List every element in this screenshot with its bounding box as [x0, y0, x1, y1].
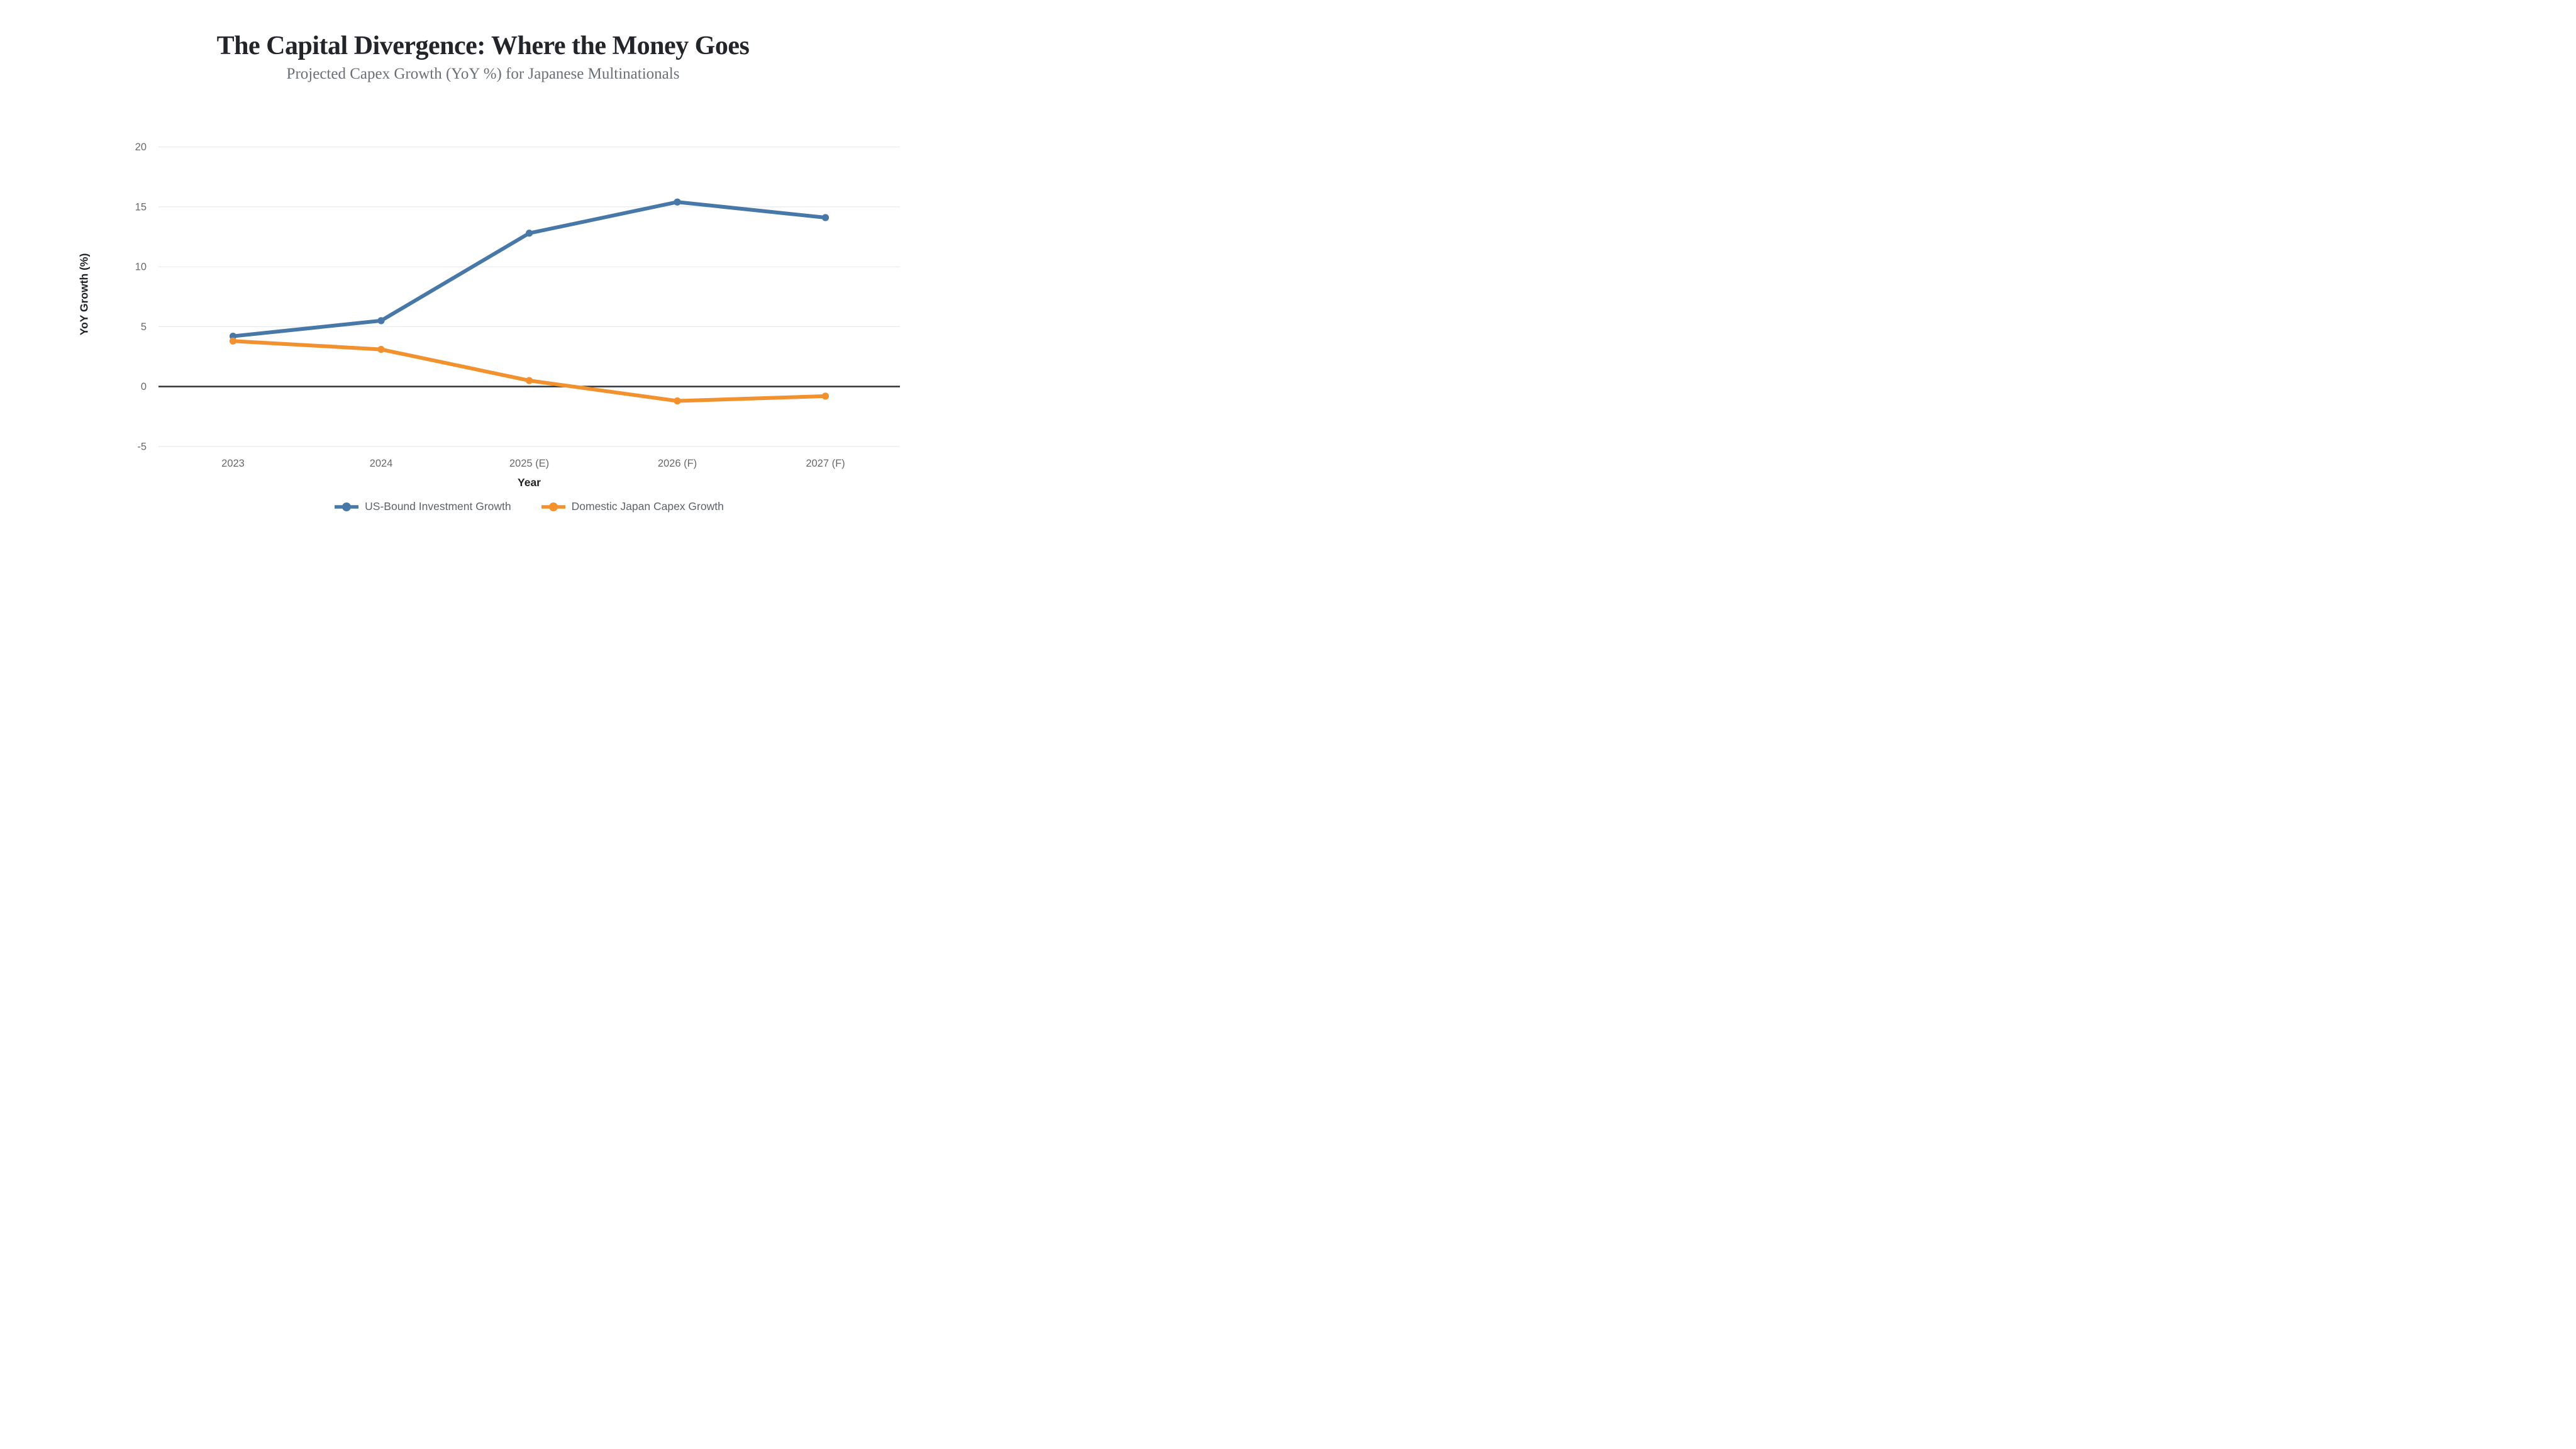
- line-chart-plot-area: 20 15 10 5 0 -5 2023 2024 2025 (E) 2026 (F) 2027 (…: [135, 142, 900, 469]
- x-tick-label: 2023: [221, 458, 245, 469]
- chart-subtitle: Projected Capex Growth (YoY %) for Japan…: [286, 65, 680, 82]
- chart-page: The Capital Divergence: Where the Money …: [0, 0, 966, 543]
- y-tick-label: 20: [135, 142, 147, 153]
- data-point: [525, 230, 533, 237]
- legend-marker-icon: [541, 502, 565, 511]
- data-point: [674, 198, 681, 206]
- x-axis-title: Year: [518, 476, 541, 489]
- legend-item-1[interactable]: Domestic Japan Capex Growth: [541, 500, 724, 513]
- chart-legend: US-Bound Investment Growth Domestic Japan…: [158, 500, 900, 513]
- data-point: [377, 317, 385, 325]
- data-point: [377, 345, 385, 353]
- data-point: [674, 397, 681, 405]
- series-line-1: [231, 339, 828, 403]
- x-tick-label: 2026 (F): [658, 458, 697, 469]
- x-tick-label: 2025 (E): [509, 458, 549, 469]
- data-point: [525, 377, 533, 384]
- legend-label: US-Bound Investment Growth: [365, 500, 511, 513]
- data-point: [821, 214, 830, 221]
- legend-label: Domestic Japan Capex Growth: [571, 500, 724, 513]
- y-tick-label: 0: [141, 381, 147, 392]
- legend-marker-icon: [335, 502, 359, 511]
- y-tick-label: -5: [137, 441, 147, 452]
- y-tick-label: 10: [135, 262, 147, 273]
- legend-dot-icon: [548, 502, 558, 511]
- data-point: [821, 392, 830, 400]
- y-tick-label: 15: [135, 201, 147, 213]
- data-point: [229, 337, 237, 345]
- y-axis-title: YoY Growth (%): [77, 253, 91, 336]
- x-tick-label: 2027 (F): [806, 458, 845, 469]
- legend-dot-icon: [342, 502, 352, 511]
- legend-item-0[interactable]: US-Bound Investment Growth: [335, 500, 511, 513]
- series-line-0: [231, 200, 828, 338]
- x-tick-label: 2024: [370, 458, 393, 469]
- y-tick-label: 5: [141, 321, 147, 333]
- chart-title: The Capital Divergence: Where the Money …: [216, 31, 750, 60]
